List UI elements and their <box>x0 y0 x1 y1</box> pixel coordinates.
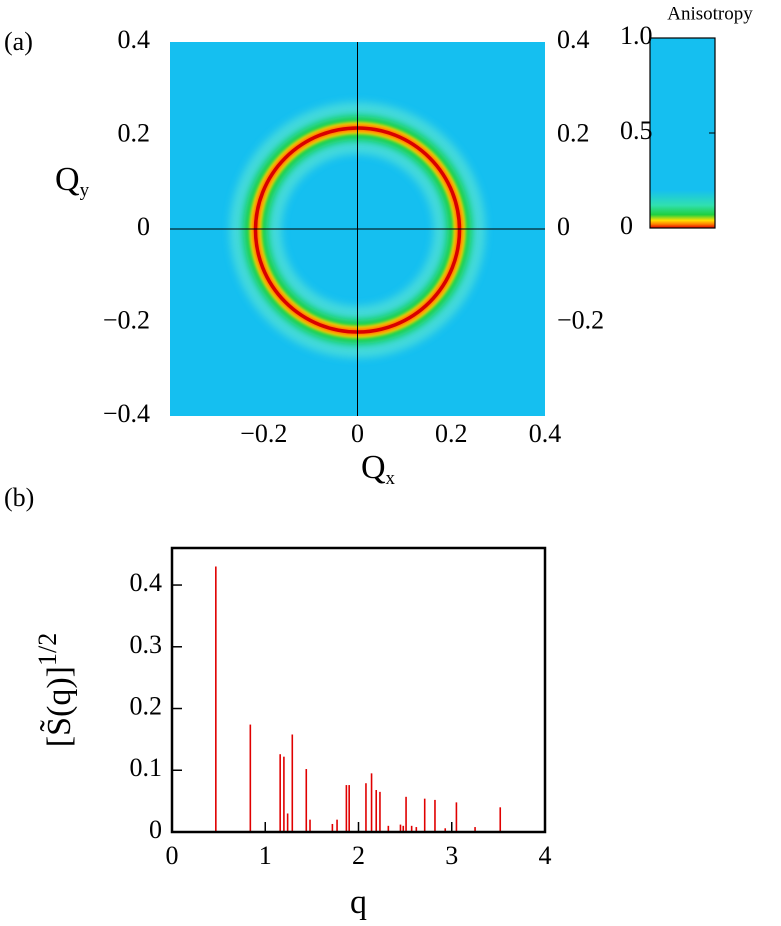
x-tick-label: 0 <box>351 419 364 448</box>
y-tick-label: 0.2 <box>118 118 151 147</box>
y2-tick-label: −0.2 <box>557 305 604 334</box>
y-tick-label: 0.1 <box>130 753 163 782</box>
panel-label: (b) <box>4 483 34 512</box>
colorbar-tick-label: 1.0 <box>620 21 653 50</box>
y-axis-label: Qy <box>55 161 90 202</box>
label-part: [S̃(q)] <box>39 666 78 747</box>
plot-frame <box>170 546 547 834</box>
x-axis-label: q <box>350 884 367 921</box>
y-tick-label: −0.4 <box>103 399 150 428</box>
label-part: 1/2 <box>33 633 62 666</box>
y-tick-label: 0 <box>149 815 162 844</box>
y-tick-label: 0 <box>137 212 150 241</box>
colorbar-tick-label: 0.5 <box>620 116 653 145</box>
y-tick-label: 0.4 <box>130 568 163 597</box>
x-tick-label: −0.2 <box>240 419 287 448</box>
colorbar-tick-label: 0 <box>620 211 633 240</box>
colorbar-title: Anisotropy <box>667 3 753 24</box>
x-tick-label: 3 <box>445 841 458 870</box>
panel-label: (a) <box>4 27 33 56</box>
label-part: Q <box>361 449 386 486</box>
y-tick-label: 0.3 <box>130 630 163 659</box>
x-tick-label: 2 <box>352 841 365 870</box>
x-tick-label: 0.4 <box>529 419 562 448</box>
x-tick-label: 1 <box>259 841 272 870</box>
y2-tick-label: 0.4 <box>557 25 590 54</box>
y-tick-label: 0.4 <box>118 25 151 54</box>
y-tick-label: 0.2 <box>130 691 163 720</box>
y-axis-label: [S̃(q)]1/2 <box>33 633 78 747</box>
label-part: y <box>80 180 90 201</box>
x-tick-label: 4 <box>539 841 552 870</box>
y2-tick-label: 0 <box>557 212 570 241</box>
x-tick-label: 0.2 <box>435 419 468 448</box>
label-part: Q <box>55 161 80 198</box>
label-part: x <box>386 468 396 489</box>
colorbar <box>649 37 716 229</box>
x-tick-label: 0 <box>166 841 179 870</box>
y-tick-label: −0.2 <box>103 305 150 334</box>
y2-tick-label: 0.2 <box>557 118 590 147</box>
x-axis-label: Qx <box>361 449 396 490</box>
